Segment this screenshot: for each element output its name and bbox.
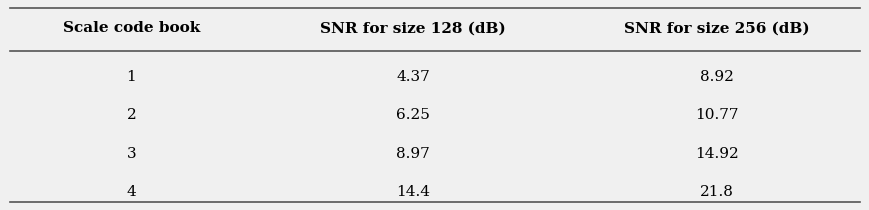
Text: 1: 1 <box>127 70 136 84</box>
Text: SNR for size 256 (dB): SNR for size 256 (dB) <box>623 21 809 35</box>
Text: 4: 4 <box>127 185 136 199</box>
Text: 10.77: 10.77 <box>694 108 738 122</box>
Text: 14.4: 14.4 <box>396 185 430 199</box>
Text: 6.25: 6.25 <box>396 108 430 122</box>
Text: 8.92: 8.92 <box>699 70 733 84</box>
Text: Scale code book: Scale code book <box>63 21 200 35</box>
Text: 3: 3 <box>127 147 136 161</box>
Text: 2: 2 <box>127 108 136 122</box>
Text: SNR for size 128 (dB): SNR for size 128 (dB) <box>320 21 506 35</box>
Text: 21.8: 21.8 <box>699 185 733 199</box>
Text: 4.37: 4.37 <box>396 70 429 84</box>
Text: 8.97: 8.97 <box>396 147 429 161</box>
Text: 14.92: 14.92 <box>694 147 738 161</box>
